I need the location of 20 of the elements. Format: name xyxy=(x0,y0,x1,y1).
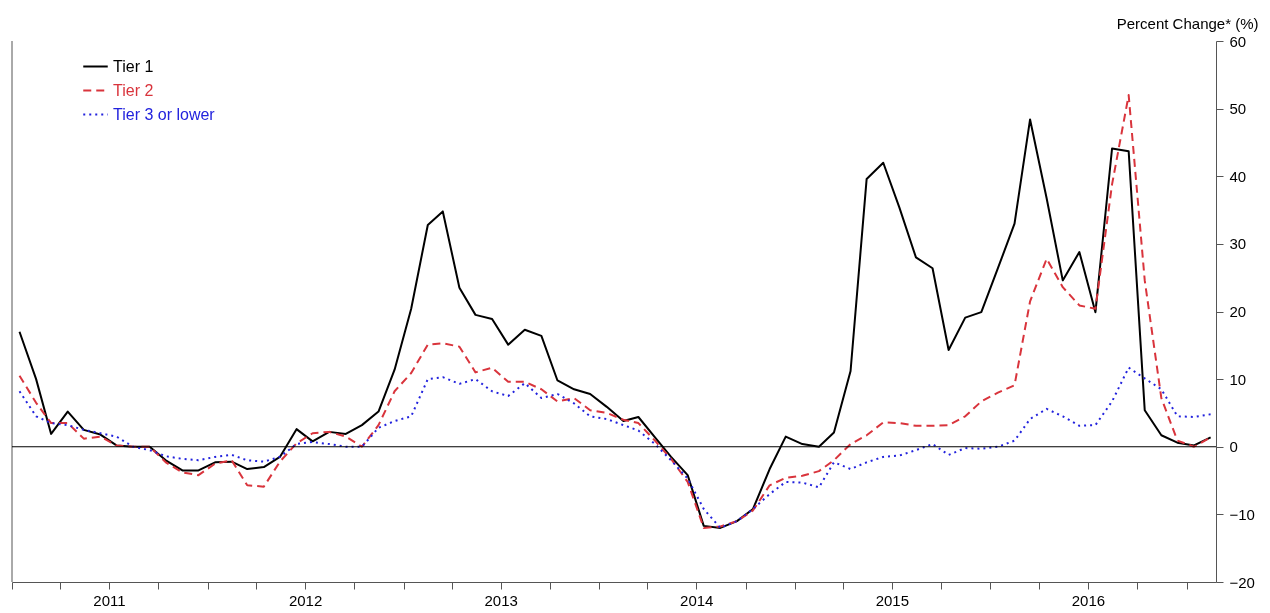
y-axis-title: Percent Change* (%) xyxy=(1116,14,1259,32)
y-tick-label: 60 xyxy=(1229,32,1247,50)
y-tick-label: 30 xyxy=(1229,235,1247,253)
x-tick-label: 2015 xyxy=(875,591,910,609)
y-tick-label: −20 xyxy=(1229,573,1255,591)
y-tick-label: 40 xyxy=(1229,167,1247,185)
y-tick-label: 50 xyxy=(1229,100,1247,118)
x-tick-label: 2013 xyxy=(484,591,518,609)
legend-label: Tier 1 xyxy=(113,57,154,75)
x-tick-label: 2012 xyxy=(288,591,323,609)
x-tick-label: 2016 xyxy=(1071,591,1106,609)
x-tick-label: 2011 xyxy=(93,591,126,609)
legend-label: Tier 2 xyxy=(113,81,154,99)
x-tick-label: 2014 xyxy=(680,591,714,609)
legend-label: Tier 3 or lower xyxy=(113,105,216,123)
y-tick-label: 20 xyxy=(1229,303,1247,320)
line-series xyxy=(18,366,1212,529)
y-tick-label: 0 xyxy=(1229,438,1238,456)
y-tick-label: −10 xyxy=(1229,505,1255,523)
y-tick-label: 10 xyxy=(1229,370,1247,388)
